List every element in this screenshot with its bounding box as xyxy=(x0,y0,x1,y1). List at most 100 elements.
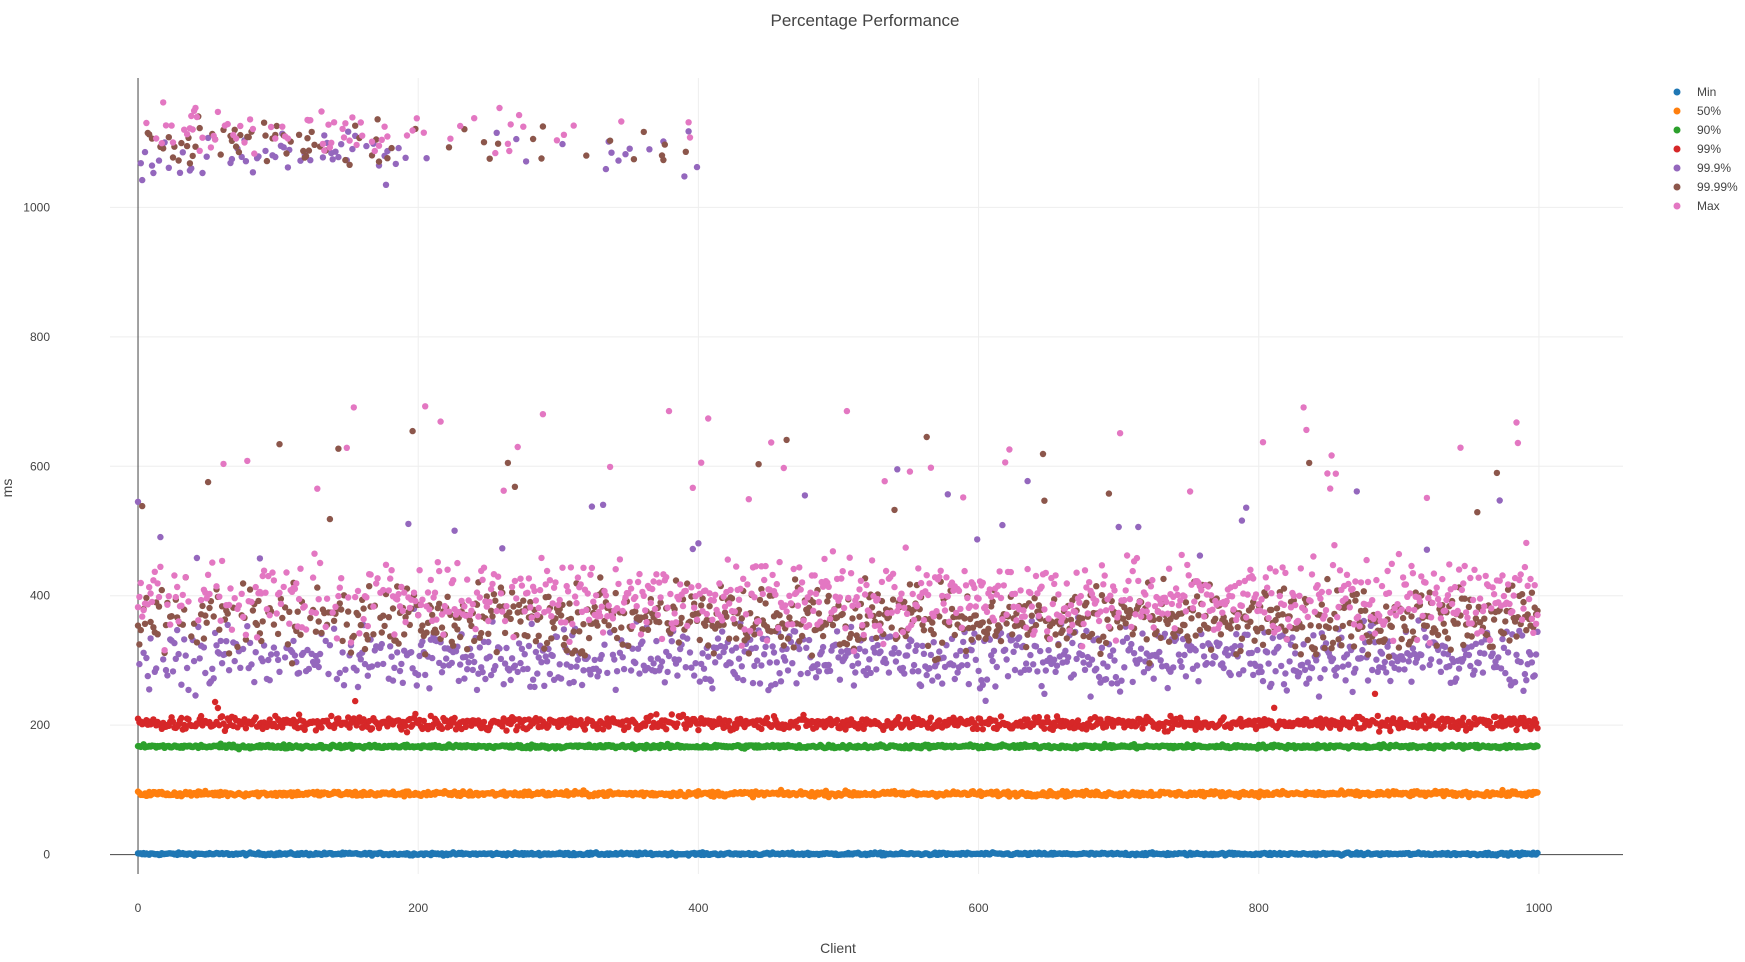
data-point xyxy=(1069,639,1076,647)
data-point xyxy=(989,657,996,665)
data-point xyxy=(1209,660,1216,667)
data-point xyxy=(756,680,764,687)
data-point xyxy=(612,686,619,693)
data-point xyxy=(164,672,171,679)
data-point xyxy=(1081,666,1089,673)
data-point xyxy=(1227,671,1234,679)
data-point xyxy=(387,643,394,650)
data-point xyxy=(974,536,981,543)
data-point xyxy=(805,636,813,644)
data-point xyxy=(867,669,874,677)
data-point xyxy=(668,638,675,645)
data-point xyxy=(1195,678,1202,685)
data-point xyxy=(619,654,626,661)
data-point xyxy=(675,656,682,663)
data-point xyxy=(1422,634,1429,641)
data-point xyxy=(604,669,611,677)
data-point xyxy=(171,639,178,647)
data-point xyxy=(903,652,911,659)
data-point xyxy=(1011,666,1019,674)
data-point xyxy=(639,638,646,645)
series-2 xyxy=(134,786,1541,801)
data-point xyxy=(493,129,500,136)
data-point xyxy=(1112,673,1120,681)
data-point xyxy=(567,663,575,670)
grid xyxy=(110,78,1623,874)
data-point xyxy=(1003,656,1010,663)
data-point xyxy=(1157,657,1164,664)
data-point xyxy=(692,660,699,667)
data-point xyxy=(1087,693,1094,700)
data-point xyxy=(826,667,834,674)
data-point xyxy=(486,653,493,660)
data-point xyxy=(395,144,402,152)
data-point xyxy=(784,667,792,674)
data-point xyxy=(1088,656,1096,663)
data-point xyxy=(789,660,796,667)
data-point xyxy=(588,503,596,510)
data-point xyxy=(1426,661,1433,669)
series-4 xyxy=(134,690,1541,736)
data-point xyxy=(295,711,303,718)
data-point xyxy=(570,678,577,686)
data-point xyxy=(1315,693,1323,700)
data-point xyxy=(650,660,657,667)
data-point xyxy=(1301,666,1309,674)
data-point xyxy=(1150,675,1157,682)
data-point xyxy=(249,169,257,176)
data-point xyxy=(777,678,785,685)
data-point xyxy=(1250,671,1257,679)
data-point xyxy=(791,628,799,635)
data-point xyxy=(316,650,324,658)
data-point xyxy=(378,640,385,648)
data-point xyxy=(402,154,409,161)
data-point xyxy=(280,144,287,151)
data-point xyxy=(374,661,381,668)
data-point xyxy=(281,654,289,661)
data-point xyxy=(1216,640,1223,647)
data-point xyxy=(139,176,146,184)
data-point xyxy=(438,669,446,676)
data-point xyxy=(968,647,975,654)
data-point xyxy=(1109,647,1117,654)
data-point xyxy=(664,668,671,676)
data-point xyxy=(1130,650,1138,657)
data-point xyxy=(1359,646,1366,654)
data-point xyxy=(1271,704,1278,711)
data-point xyxy=(983,676,991,683)
data-point xyxy=(531,683,538,691)
data-point xyxy=(1248,649,1256,657)
data-point xyxy=(1373,656,1380,663)
data-point xyxy=(801,492,809,499)
data-point xyxy=(329,156,336,163)
data-point xyxy=(632,659,639,667)
data-point xyxy=(700,665,708,672)
data-point xyxy=(1070,671,1078,678)
data-point xyxy=(936,648,943,655)
data-point xyxy=(1352,665,1359,672)
data-point xyxy=(1357,654,1365,662)
data-point xyxy=(1441,643,1449,650)
data-point xyxy=(1313,657,1320,664)
data-point xyxy=(1349,688,1356,696)
data-point xyxy=(1108,680,1115,687)
data-point xyxy=(646,146,653,153)
data-point xyxy=(499,545,506,552)
data-point xyxy=(1022,660,1030,667)
data-point xyxy=(601,641,608,648)
data-point xyxy=(1329,655,1337,662)
data-point xyxy=(273,650,280,657)
data-point xyxy=(1374,712,1382,720)
data-point xyxy=(237,664,244,671)
data-point xyxy=(538,659,545,666)
data-point xyxy=(1381,658,1389,666)
data-point xyxy=(415,671,422,679)
data-point xyxy=(1178,663,1185,670)
data-point xyxy=(613,668,621,675)
data-point xyxy=(797,670,804,678)
data-point xyxy=(661,679,668,686)
data-point xyxy=(735,655,743,662)
data-point xyxy=(1437,668,1445,675)
data-point xyxy=(363,142,370,150)
